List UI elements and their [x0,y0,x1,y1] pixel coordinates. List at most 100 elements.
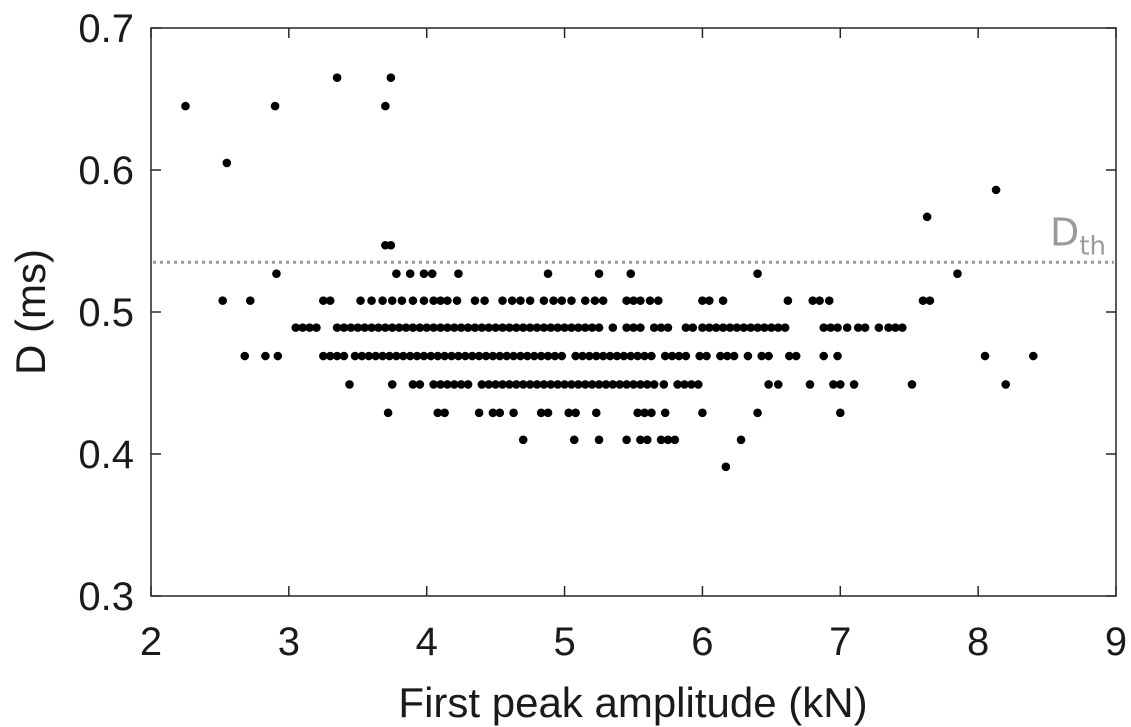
data-point [698,296,707,305]
data-point [622,323,631,332]
plot-frame [150,27,1117,597]
data-point [387,380,397,389]
data-point [392,351,401,361]
x-tick-label: 3 [278,620,300,664]
data-point [415,323,425,332]
data-point [305,323,314,332]
data-point [874,323,884,332]
data-point [622,435,631,445]
data-point [436,296,445,305]
x-tick-label: 5 [553,620,575,664]
data-point [773,380,783,389]
data-point [436,380,445,389]
data-point [509,351,518,361]
data-point [991,185,1001,195]
x-tick-label: 4 [416,620,438,664]
data-point [725,323,735,332]
data-point [516,351,525,361]
data-point [640,408,649,418]
data-point [447,351,456,361]
data-point [371,351,381,361]
data-point [507,296,517,305]
data-point [374,323,383,332]
data-point [443,380,452,389]
data-point [454,269,463,278]
data-point [470,296,480,305]
data-point [633,408,642,418]
data-point [649,380,659,389]
data-point [392,269,401,278]
data-point [629,380,638,389]
data-point [422,323,432,332]
data-point [443,296,452,305]
data-point [529,351,539,361]
x-tick-label: 7 [829,620,851,664]
data-point [491,323,500,332]
data-point [433,351,443,361]
data-point [433,408,443,418]
data-point [456,323,466,332]
data-point [764,351,773,361]
data-point [826,323,835,332]
data-point [539,296,549,305]
data-point [385,351,394,361]
data-point [394,323,404,332]
data-point [612,351,622,361]
data-point [518,435,528,445]
data-point [656,435,666,445]
data-point [383,408,393,418]
data-point [705,323,714,332]
data-point [539,380,549,389]
data-point [557,351,567,361]
data-point [536,408,546,418]
data-point [629,296,638,305]
data-point [598,296,608,305]
data-point [512,323,521,332]
data-point [405,351,415,361]
data-point [553,380,562,389]
data-point [505,380,514,389]
data-point [518,380,528,389]
data-point [357,351,367,361]
data-point [681,351,691,361]
data-point [636,296,645,305]
data-point [495,351,505,361]
data-point [367,296,376,305]
data-point [346,323,356,332]
data-point [753,323,762,332]
data-point [381,101,390,111]
data-point [829,380,838,389]
data-point [332,351,342,361]
data-point [819,351,829,361]
data-point [760,323,769,332]
data-point [705,296,714,305]
data-point [667,351,677,361]
data-point [1001,380,1011,389]
data-point [319,351,328,361]
data-point [884,323,893,332]
threshold-label-sub: th [1079,231,1106,261]
y-tick-label: 0.5 [78,291,134,335]
data-point [739,323,749,332]
data-point [636,323,645,332]
data-point [440,408,449,418]
data-point [218,296,227,305]
data-point [660,351,670,361]
data-point [419,351,429,361]
data-point [427,269,437,278]
data-point [339,323,349,332]
data-point [429,323,438,332]
x-tick-label: 2 [140,620,162,664]
data-point [698,323,707,332]
data-point [463,380,473,389]
data-point [718,296,728,305]
data-point [270,101,280,111]
data-point [456,380,466,389]
data-point [642,380,652,389]
data-point [619,351,629,361]
data-point [454,351,463,361]
data-point [509,408,518,418]
data-point [571,351,580,361]
data-point [532,323,542,332]
data-point [356,296,365,305]
